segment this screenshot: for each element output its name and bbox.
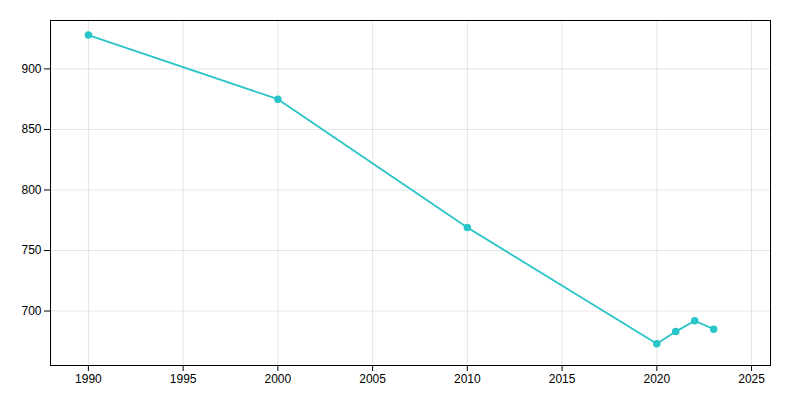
svg-text:700: 700 xyxy=(21,304,41,318)
svg-text:1995: 1995 xyxy=(170,372,197,386)
svg-text:2020: 2020 xyxy=(643,372,670,386)
svg-text:2005: 2005 xyxy=(359,372,386,386)
svg-text:2015: 2015 xyxy=(549,372,576,386)
svg-text:1990: 1990 xyxy=(75,372,102,386)
svg-text:2000: 2000 xyxy=(265,372,292,386)
svg-text:900: 900 xyxy=(21,62,41,76)
svg-text:2025: 2025 xyxy=(738,372,765,386)
svg-text:750: 750 xyxy=(21,243,41,257)
svg-text:800: 800 xyxy=(21,183,41,197)
svg-text:2010: 2010 xyxy=(454,372,481,386)
svg-text:850: 850 xyxy=(21,122,41,136)
